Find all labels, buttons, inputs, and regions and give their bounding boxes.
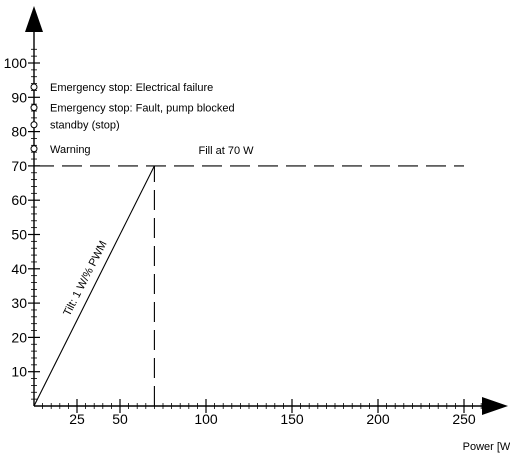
y-tick-label: 50 (11, 227, 27, 243)
x-minor-ticks (42, 403, 482, 409)
x-tick-label: 100 (194, 411, 218, 427)
fill-annotation: Fill at 70 W (198, 145, 254, 157)
x-tick-label: 150 (280, 411, 304, 427)
y-tick-label: 40 (11, 261, 27, 277)
y-axis-arrow (25, 6, 43, 32)
y-minor-ticks (31, 48, 37, 400)
y-tick-label: 60 (11, 192, 27, 208)
y-tick-label: 90 (11, 89, 27, 105)
y-axis: 10 20 30 40 50 60 70 80 90 100 (4, 6, 43, 406)
x-tick-label: 250 (452, 411, 476, 427)
marker-label: Emergency stop: Fault, pump blocked (50, 103, 235, 115)
marker-circle (30, 145, 38, 153)
y-tick-labels: 10 20 30 40 50 60 70 80 90 100 (4, 55, 28, 380)
marker-layer: Emergency stop: Electrical failure Emerge… (30, 82, 235, 156)
marker-circle (30, 83, 38, 91)
tilt-annotation: Tilt: 1 W/% PWM (61, 239, 109, 318)
y-tick-label: 80 (11, 124, 27, 140)
x-axis-label: Power [W] (463, 441, 510, 453)
series-layer (33, 165, 464, 407)
x-axis: 25 50 100 150 200 250 (34, 397, 508, 427)
marker-label: standby (stop) (50, 120, 120, 132)
y-tick-label: 100 (4, 55, 28, 71)
marker-circle (30, 121, 38, 129)
x-tick-labels: 25 50 100 150 200 250 (69, 411, 476, 427)
x-axis-arrow (482, 397, 508, 415)
x-major-ticks (76, 399, 465, 413)
y-tick-label: 20 (11, 329, 27, 345)
y-tick-label: 30 (11, 295, 27, 311)
marker-circle (30, 104, 38, 112)
x-tick-label: 200 (366, 411, 390, 427)
marker-label: Emergency stop: Electrical failure (50, 82, 213, 94)
marker-label: Warning (50, 144, 91, 156)
tilt-line (33, 165, 155, 407)
x-tick-label: 25 (69, 411, 85, 427)
y-tick-label: 10 (11, 364, 27, 380)
y-tick-label: 70 (11, 158, 27, 174)
x-tick-label: 50 (112, 411, 128, 427)
